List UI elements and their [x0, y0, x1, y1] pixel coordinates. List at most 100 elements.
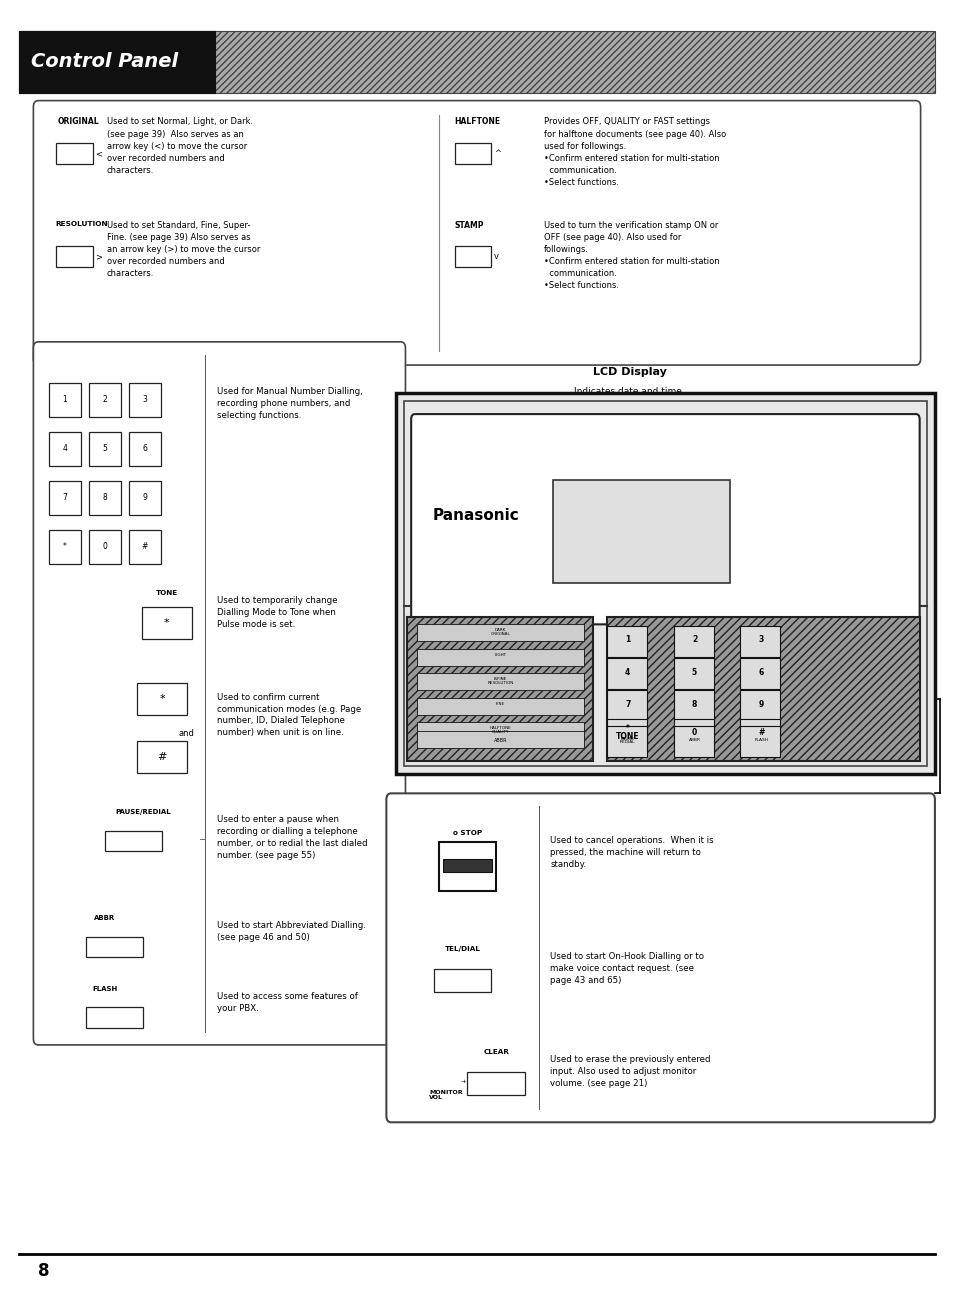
Text: PAUSE
REDIAL: PAUSE REDIAL	[619, 737, 635, 744]
Text: Control Panel: Control Panel	[30, 53, 177, 71]
Bar	[129, 383, 161, 417]
Text: Indicates date and time,
or the current operation.: Indicates date and time, or the current …	[573, 387, 685, 408]
Bar	[606, 626, 646, 657]
Text: *
TONE: * TONE	[616, 724, 639, 742]
Bar	[56, 143, 92, 164]
Text: Used to set Normal, Light, or Dark.
(see page 39)  Also serves as an
arrow key (: Used to set Normal, Light, or Dark. (see…	[107, 117, 253, 175]
Text: 4: 4	[624, 668, 630, 676]
Bar	[606, 658, 646, 689]
Text: LCD Display: LCD Display	[592, 366, 666, 377]
Bar	[49, 432, 81, 466]
FancyBboxPatch shape	[33, 101, 920, 365]
Bar	[86, 1007, 143, 1028]
Text: Used for Manual Number Dialling,
recording phone numbers, and
selecting function: Used for Manual Number Dialling, recordi…	[216, 387, 362, 419]
Text: 5: 5	[102, 445, 108, 453]
Text: Used to turn the verification stamp ON or
OFF (see page 40). Also used for
follo: Used to turn the verification stamp ON o…	[543, 221, 719, 290]
Text: and: and	[178, 729, 193, 738]
Bar	[19, 31, 214, 93]
Text: 6: 6	[142, 445, 148, 453]
Bar	[416, 624, 583, 641]
Text: 7: 7	[62, 494, 68, 502]
Bar	[129, 530, 161, 564]
Text: 2: 2	[103, 396, 107, 404]
FancyBboxPatch shape	[386, 793, 934, 1122]
Bar	[673, 719, 713, 749]
Bar	[740, 658, 780, 689]
Bar	[142, 608, 192, 640]
Text: 1: 1	[63, 396, 67, 404]
Bar	[740, 719, 780, 749]
Text: 6: 6	[758, 668, 763, 676]
Text: FLASH: FLASH	[754, 738, 767, 743]
Bar	[86, 937, 143, 957]
Text: HALFTONE: HALFTONE	[454, 117, 499, 126]
Text: Used to cancel operations.  When it is
pressed, the machine will return to
stand: Used to cancel operations. When it is pr…	[550, 836, 714, 868]
Text: #: #	[142, 543, 148, 551]
Bar	[416, 731, 583, 748]
Bar	[442, 859, 492, 872]
Text: Provides OFF, QUALITY or FAST settings
for halftone documents (see page 40). Als: Provides OFF, QUALITY or FAST settings f…	[543, 117, 725, 187]
Bar	[89, 530, 121, 564]
Bar	[56, 246, 92, 267]
Bar	[673, 658, 713, 689]
FancyBboxPatch shape	[33, 342, 405, 1045]
Text: PAUSE/REDIAL: PAUSE/REDIAL	[115, 809, 171, 815]
Bar	[740, 726, 780, 757]
Text: TONE: TONE	[155, 590, 178, 596]
Bar	[673, 690, 713, 721]
Text: *: *	[164, 618, 170, 628]
Text: Used to enter a pause when
recording or dialling a telephone
number, or to redia: Used to enter a pause when recording or …	[216, 815, 367, 859]
Bar	[606, 726, 646, 757]
Bar	[407, 617, 593, 761]
Bar	[19, 31, 934, 93]
Text: 3: 3	[758, 636, 763, 644]
Bar	[416, 649, 583, 666]
Text: 7: 7	[624, 700, 630, 708]
Text: LIGHT: LIGHT	[494, 653, 506, 660]
Bar	[673, 626, 713, 657]
Text: Used to erase the previously entered
input. Also used to adjust monitor
volume. : Used to erase the previously entered inp…	[550, 1055, 710, 1087]
Text: 8: 8	[103, 494, 107, 502]
Text: Panasonic: Panasonic	[432, 508, 518, 524]
Text: 1: 1	[624, 636, 630, 644]
Text: DARK
ORIGINAL: DARK ORIGINAL	[490, 628, 510, 636]
Bar	[673, 726, 713, 757]
Text: ^: ^	[494, 150, 500, 157]
Text: Used to temporarily change
Dialling Mode to Tone when
Pulse mode is set.: Used to temporarily change Dialling Mode…	[216, 596, 336, 628]
Text: #: #	[157, 752, 167, 762]
Bar	[49, 383, 81, 417]
Bar	[416, 722, 583, 739]
Bar	[89, 383, 121, 417]
Text: MONITOR
VOL: MONITOR VOL	[429, 1090, 462, 1100]
Text: 9: 9	[142, 494, 148, 502]
Text: o STOP: o STOP	[453, 829, 481, 836]
Text: ABBR: ABBR	[94, 915, 115, 921]
Text: 9: 9	[758, 700, 763, 708]
Bar	[129, 432, 161, 466]
Bar	[105, 831, 162, 851]
Bar	[403, 401, 926, 766]
Text: RESOLUTION: RESOLUTION	[55, 221, 108, 227]
Bar	[455, 143, 491, 164]
Text: >: >	[95, 253, 102, 261]
Text: HALFTONE
QUALITY: HALFTONE QUALITY	[489, 726, 511, 734]
Text: CLEAR: CLEAR	[482, 1049, 509, 1055]
Text: Used to access some features of
your PBX.: Used to access some features of your PBX…	[216, 992, 357, 1013]
Text: FINE: FINE	[496, 702, 504, 710]
Text: 8: 8	[38, 1262, 50, 1280]
Bar	[553, 480, 729, 583]
Text: *: *	[159, 694, 165, 704]
Text: 3: 3	[142, 396, 148, 404]
Text: ABBR: ABBR	[688, 738, 700, 743]
Bar	[395, 393, 934, 774]
Bar	[416, 698, 583, 715]
Bar	[467, 1072, 524, 1095]
Text: 4: 4	[62, 445, 68, 453]
Text: 0: 0	[691, 729, 697, 737]
Text: B.FINE
RESOLUTION: B.FINE RESOLUTION	[487, 677, 513, 685]
Bar	[606, 690, 646, 721]
Bar	[137, 684, 187, 716]
Text: v: v	[494, 253, 498, 261]
Text: 8: 8	[691, 700, 697, 708]
Text: TEL/DIAL: TEL/DIAL	[444, 946, 480, 952]
